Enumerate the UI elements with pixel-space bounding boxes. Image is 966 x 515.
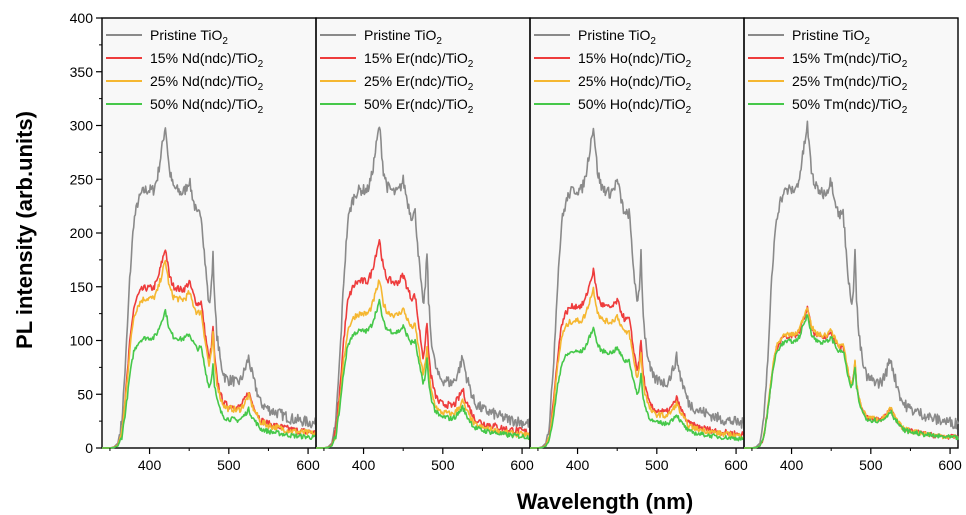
x-axis-title: Wavelength (nm) <box>517 489 693 514</box>
y-tick-label: 300 <box>70 118 94 134</box>
series-line-25pct-panel-1 <box>102 259 317 449</box>
legend-label-main: 15% Tm(ndc)/TiO <box>792 50 902 66</box>
legend-label-pristine: Pristine TiO2 <box>364 27 442 47</box>
legend-label-subscript: 2 <box>468 82 474 93</box>
y-tick-label: 400 <box>70 10 94 26</box>
legend-label-main: 15% Ho(ndc)/TiO <box>578 50 686 66</box>
series-line-pristine-panel-3 <box>530 127 745 449</box>
x-tick-label: 500 <box>217 457 241 473</box>
legend-label-main: 50% Tm(ndc)/TiO <box>792 96 902 112</box>
legend-label-15pct: 15% Er(ndc)/TiO2 <box>364 50 474 70</box>
series-line-50pct-panel-3 <box>530 326 745 449</box>
legend-label-15pct: 15% Ho(ndc)/TiO2 <box>578 50 692 70</box>
y-tick-label: 50 <box>77 386 93 402</box>
legend-label-50pct: 50% Ho(ndc)/TiO2 <box>578 96 692 116</box>
legend-label-pristine: Pristine TiO2 <box>150 27 228 47</box>
legend-label-subscript: 2 <box>258 82 264 93</box>
legend-label-subscript: 2 <box>902 105 908 116</box>
legend-label-25pct: 25% Tm(ndc)/TiO2 <box>792 73 908 93</box>
legend-label-main: Pristine TiO <box>792 27 864 43</box>
x-tick-label: 400 <box>138 457 162 473</box>
panels-group <box>101 17 959 449</box>
y-tick-label: 100 <box>70 333 94 349</box>
series-line-50pct-panel-2 <box>316 298 531 449</box>
y-tick-label: 150 <box>70 279 94 295</box>
series-line-50pct-panel-4 <box>744 314 959 449</box>
series-line-pristine-panel-2 <box>316 126 531 449</box>
legend-label-subscript: 2 <box>468 59 474 70</box>
series-line-50pct-panel-1 <box>102 308 317 449</box>
legend-label-50pct: 50% Er(ndc)/TiO2 <box>364 96 474 116</box>
y-axis-title: PL intensity (arb.units) <box>12 111 37 349</box>
legend-label-15pct: 15% Nd(ndc)/TiO2 <box>150 50 264 70</box>
legend-label-25pct: 25% Nd(ndc)/TiO2 <box>150 73 264 93</box>
legend-label-main: 25% Tm(ndc)/TiO <box>792 73 902 89</box>
legend-label-main: 25% Nd(ndc)/TiO <box>150 73 258 89</box>
y-tick-label: 200 <box>70 225 94 241</box>
legend-label-50pct: 50% Nd(ndc)/TiO2 <box>150 96 264 116</box>
x-axis: 400 500 600 400 500 600 400 500 600 400 500 600 <box>109 448 962 473</box>
legend-label-subscript: 2 <box>650 36 656 47</box>
y-tick-label: 350 <box>70 64 94 80</box>
legend-label-main: 15% Er(ndc)/TiO <box>364 50 468 66</box>
y-tick-label: 250 <box>70 171 94 187</box>
panel-frame-4 <box>743 17 959 449</box>
legend-label-main: 50% Ho(ndc)/TiO <box>578 96 686 112</box>
x-tick-label: 400 <box>352 457 376 473</box>
legend-label-main: 15% Nd(ndc)/TiO <box>150 50 258 66</box>
legend-label-pristine: Pristine TiO2 <box>578 27 656 47</box>
x-tick-label: 600 <box>938 457 962 473</box>
x-tick-label: 600 <box>510 457 534 473</box>
legend-label-15pct: 15% Tm(ndc)/TiO2 <box>792 50 908 70</box>
x-tick-label: 600 <box>296 457 320 473</box>
legend-label-main: Pristine TiO <box>578 27 650 43</box>
legend-label-main: 50% Er(ndc)/TiO <box>364 96 468 112</box>
legend-label-subscript: 2 <box>436 36 442 47</box>
legend-label-subscript: 2 <box>686 59 692 70</box>
x-tick-label: 400 <box>566 457 590 473</box>
x-tick-label: 400 <box>780 457 804 473</box>
y-axis: 0 50 100 150 200 250 300 350 400 <box>70 10 102 456</box>
legend-label-subscript: 2 <box>902 82 908 93</box>
legend-label-subscript: 2 <box>686 105 692 116</box>
series-line-25pct-panel-2 <box>316 279 531 449</box>
legend-label-main: 50% Nd(ndc)/TiO <box>150 96 258 112</box>
legend-label-subscript: 2 <box>902 59 908 70</box>
series-line-pristine-panel-1 <box>102 127 317 449</box>
legend-label-subscript: 2 <box>258 59 264 70</box>
legend-label-subscript: 2 <box>258 105 264 116</box>
legend-label-25pct: 25% Ho(ndc)/TiO2 <box>578 73 692 93</box>
x-tick-label: 500 <box>859 457 883 473</box>
legend-label-subscript: 2 <box>686 82 692 93</box>
legend-label-main: 25% Ho(ndc)/TiO <box>578 73 686 89</box>
y-tick-label: 0 <box>85 440 93 456</box>
legend-label-main: Pristine TiO <box>364 27 436 43</box>
legend-label-25pct: 25% Er(ndc)/TiO2 <box>364 73 474 93</box>
legend-label-subscript: 2 <box>468 105 474 116</box>
x-tick-label: 500 <box>431 457 455 473</box>
series-line-pristine-panel-4 <box>744 120 959 449</box>
legend-label-50pct: 50% Tm(ndc)/TiO2 <box>792 96 908 116</box>
legend-label-subscript: 2 <box>222 36 228 47</box>
legend-label-main: 25% Er(ndc)/TiO <box>364 73 468 89</box>
series-line-15pct-panel-1 <box>102 249 317 449</box>
legend-label-pristine: Pristine TiO2 <box>792 27 870 47</box>
series-line-15pct-panel-2 <box>316 239 531 449</box>
legend-label-subscript: 2 <box>864 36 870 47</box>
x-tick-label: 500 <box>645 457 669 473</box>
legend-label-main: Pristine TiO <box>150 27 222 43</box>
x-tick-label: 600 <box>724 457 748 473</box>
